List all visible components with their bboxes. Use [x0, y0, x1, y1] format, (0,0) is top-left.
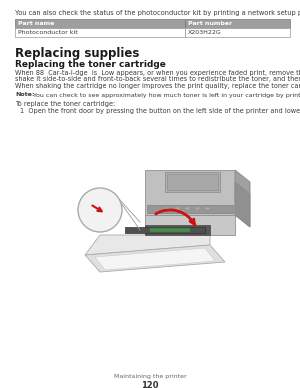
- Bar: [185, 207, 190, 210]
- Text: When shaking the cartridge no longer improves the print quality, replace the ton: When shaking the cartridge no longer imp…: [15, 83, 300, 89]
- Polygon shape: [125, 227, 205, 233]
- Bar: [165, 207, 170, 210]
- Polygon shape: [85, 235, 210, 255]
- Text: 1  Open the front door by pressing the button on the left side of the printer an: 1 Open the front door by pressing the bu…: [20, 109, 300, 114]
- Text: Part name: Part name: [18, 21, 54, 26]
- Text: You can also check the status of the photoconductor kit by printing a network se: You can also check the status of the pho…: [15, 10, 300, 16]
- Bar: [150, 228, 190, 232]
- Text: X203H22G: X203H22G: [188, 30, 222, 35]
- Polygon shape: [85, 245, 225, 272]
- Text: To replace the toner cartridge:: To replace the toner cartridge:: [15, 101, 115, 107]
- Text: Part number: Part number: [188, 21, 232, 26]
- Polygon shape: [145, 170, 235, 215]
- Text: Replacing supplies: Replacing supplies: [15, 47, 140, 60]
- Polygon shape: [235, 170, 250, 227]
- Bar: [15, 19, 185, 28]
- Bar: [185, 28, 290, 37]
- Text: Photoconductor kit: Photoconductor kit: [18, 30, 78, 35]
- Bar: [147, 205, 233, 213]
- Bar: [195, 207, 200, 210]
- Text: shake it side‑to‑side and front‑to‑back several times to redistribute the toner,: shake it side‑to‑side and front‑to‑back …: [15, 76, 300, 83]
- Polygon shape: [145, 225, 210, 235]
- Text: When 88  Car‑ta‑l‑dge  is  Low appears, or when you experience faded print, remo: When 88 Car‑ta‑l‑dge is Low appears, or …: [15, 70, 300, 76]
- Bar: [167, 174, 218, 190]
- Polygon shape: [235, 182, 250, 227]
- Bar: [15, 28, 185, 37]
- Bar: [165, 172, 220, 192]
- Polygon shape: [145, 215, 235, 235]
- Bar: [205, 207, 210, 210]
- Polygon shape: [95, 248, 215, 270]
- Text: You can check to see approximately how much toner is left in your cartridge by p: You can check to see approximately how m…: [31, 92, 300, 97]
- Text: Replacing the toner cartridge: Replacing the toner cartridge: [15, 60, 166, 69]
- Text: Maintaining the printer: Maintaining the printer: [114, 374, 186, 379]
- Bar: [185, 19, 290, 28]
- Text: 120: 120: [141, 381, 159, 388]
- Text: Note:: Note:: [15, 92, 34, 97]
- Bar: [175, 207, 180, 210]
- Circle shape: [78, 188, 122, 232]
